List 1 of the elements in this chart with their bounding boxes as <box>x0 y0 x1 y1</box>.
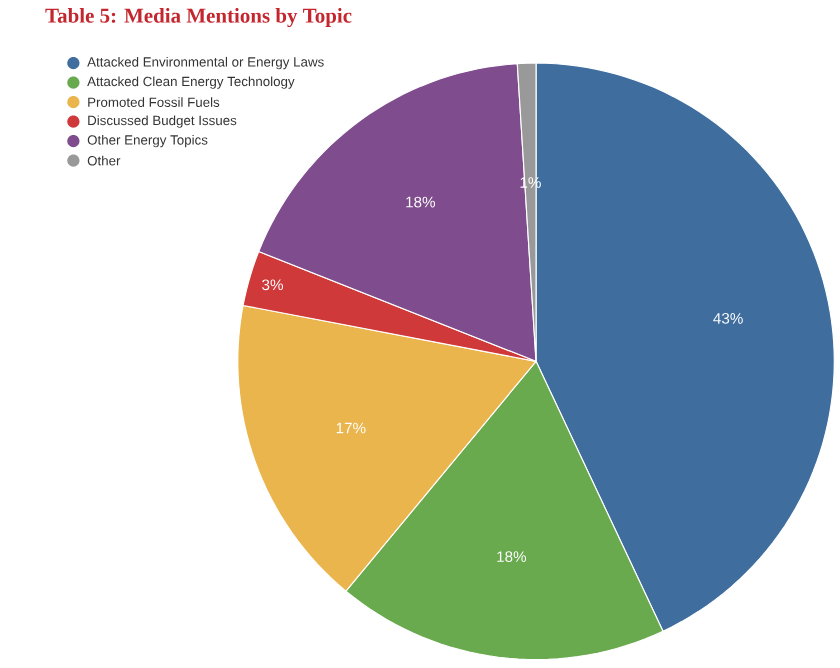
chart-title: Table 5: Media Mentions by Topic <box>45 8 352 28</box>
